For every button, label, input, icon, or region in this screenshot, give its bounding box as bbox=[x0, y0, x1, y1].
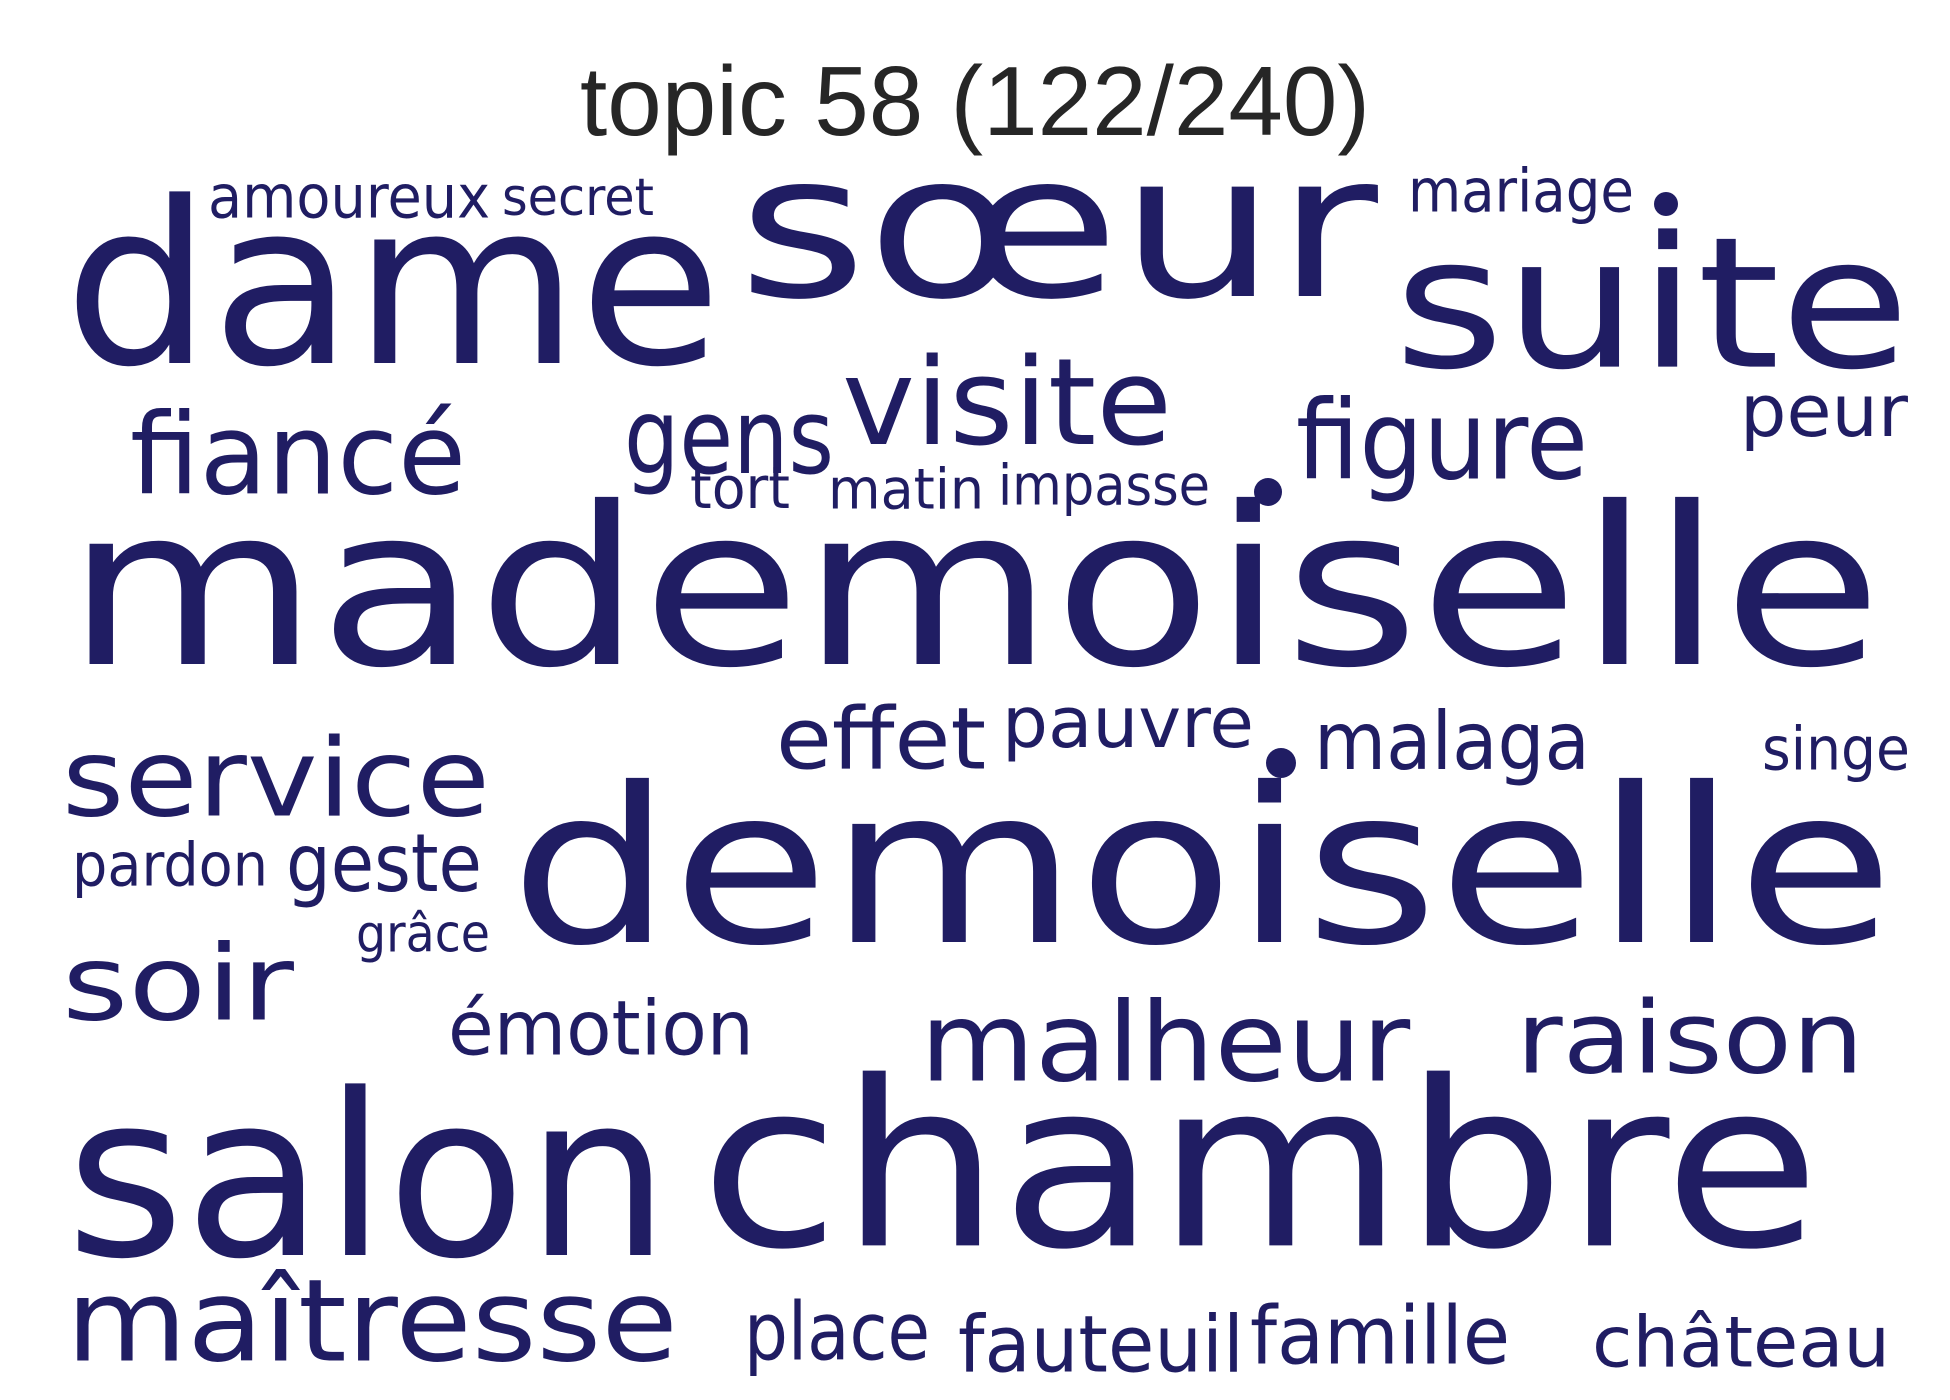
cloud-word: pauvre bbox=[1002, 682, 1254, 764]
cloud-word: maîtresse bbox=[66, 1254, 678, 1388]
cloud-word: chambre bbox=[700, 1032, 1821, 1301]
cloud-word: impasse bbox=[998, 453, 1211, 519]
cloud-word: famille bbox=[1250, 1288, 1511, 1383]
cloud-word: pardon bbox=[72, 830, 269, 901]
cloud-word: salon bbox=[66, 1045, 670, 1309]
cloud-word: mademoiselle bbox=[66, 460, 1883, 716]
cloud-word: effet bbox=[776, 688, 987, 790]
cloud-word: singe bbox=[1762, 714, 1910, 785]
cloud-word: fauteuil bbox=[958, 1299, 1244, 1391]
cloud-word: soir bbox=[62, 922, 294, 1045]
cloud-dot bbox=[1654, 192, 1678, 216]
cloud-dot bbox=[1266, 748, 1296, 778]
cloud-word: émotion bbox=[448, 983, 754, 1073]
cloud-word: gens bbox=[624, 377, 834, 499]
cloud-word: grâce bbox=[356, 903, 490, 965]
cloud-word: château bbox=[1592, 1301, 1891, 1384]
cloud-word: suite bbox=[1394, 198, 1911, 411]
cloud-word: service bbox=[62, 714, 491, 842]
cloud-word: amoureux bbox=[208, 162, 491, 233]
cloud-word: malheur bbox=[920, 978, 1411, 1107]
cloud-word: mariage bbox=[1408, 156, 1634, 227]
cloud-word: figure bbox=[1296, 376, 1589, 505]
cloud-word: raison bbox=[1516, 979, 1864, 1097]
cloud-word: demoiselle bbox=[510, 742, 1895, 993]
cloud-word: dame bbox=[64, 153, 722, 417]
cloud-word: place bbox=[744, 1284, 931, 1379]
cloud-word: peur bbox=[1740, 369, 1908, 454]
figure-title: topic 58 (122/240) bbox=[580, 46, 1370, 156]
cloud-word: secret bbox=[502, 168, 654, 228]
cloud-word: fiancé bbox=[130, 390, 467, 521]
cloud-word: visite bbox=[842, 334, 1173, 473]
cloud-dot bbox=[1254, 478, 1282, 506]
cloud-word: matin bbox=[828, 457, 985, 523]
cloud-word: malaga bbox=[1314, 695, 1590, 789]
cloud-word: geste bbox=[286, 817, 482, 911]
cloud-word: tort bbox=[690, 455, 790, 523]
cloud-word: sœur bbox=[738, 111, 1378, 344]
